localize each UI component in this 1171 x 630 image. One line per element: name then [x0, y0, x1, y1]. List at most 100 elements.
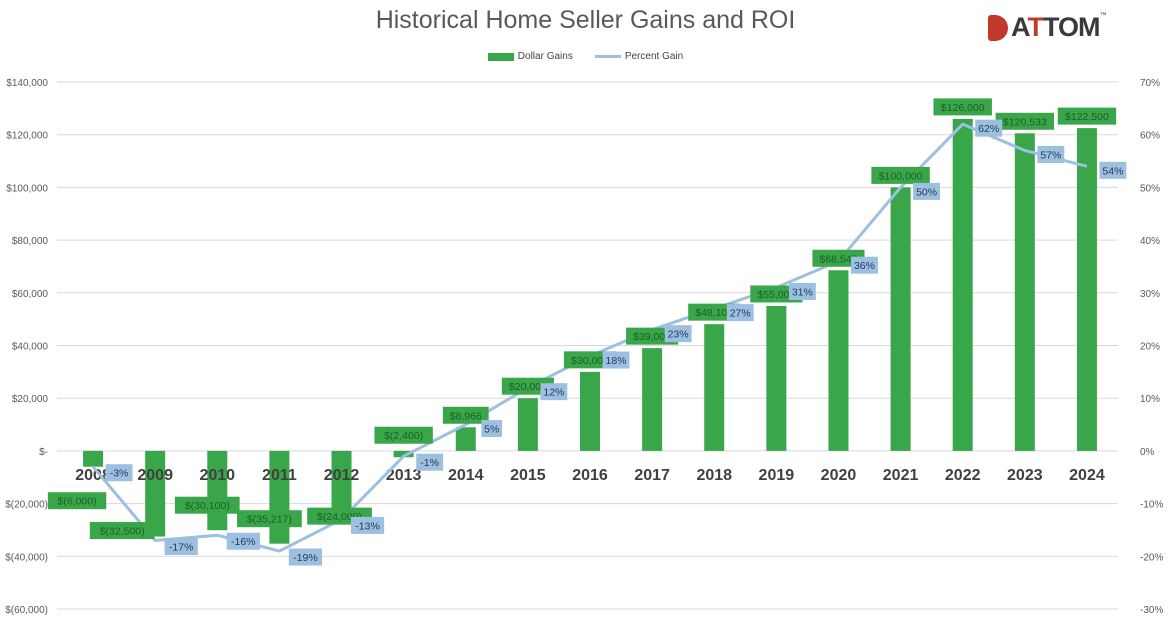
- category-label: 2017: [634, 467, 670, 484]
- percent-data-label: 36%: [854, 260, 875, 272]
- percent-data-label: 50%: [916, 186, 937, 198]
- dollar-data-label: $39,000: [633, 331, 671, 343]
- bar: [642, 348, 663, 451]
- right-tick-label: 50%: [1140, 183, 1160, 194]
- bar: [455, 427, 476, 451]
- percent-data-label: -3%: [110, 468, 129, 480]
- dollar-data-label-box: [237, 510, 302, 528]
- dollar-data-label: $(2,400): [384, 430, 423, 442]
- logo-text: ATTOM: [1011, 12, 1100, 42]
- chart-title: Historical Home Seller Gains and ROI: [375, 6, 796, 34]
- right-tick-label: 10%: [1140, 394, 1160, 405]
- category-label: 2009: [137, 467, 173, 484]
- category-label: 2024: [1069, 467, 1105, 484]
- left-tick-label: $60,000: [12, 289, 49, 300]
- percent-data-label: 57%: [1040, 150, 1061, 162]
- dollar-data-label-box: [995, 112, 1055, 130]
- category-label: 2018: [696, 467, 732, 484]
- attom-logo: ATTOM ™: [988, 12, 1107, 43]
- left-tick-label: $-: [39, 447, 48, 458]
- category-label: 2023: [1007, 467, 1043, 484]
- legend: Dollar Gains Percent Gain: [0, 51, 1171, 62]
- percent-data-label-box: [1099, 161, 1127, 179]
- category-label: 2008: [75, 467, 111, 484]
- right-tick-label: -30%: [1140, 605, 1163, 616]
- percent-data-label: 18%: [605, 355, 626, 367]
- left-tick-label: $140,000: [6, 78, 48, 89]
- percent-data-label-box: [851, 256, 878, 274]
- bar: [145, 450, 166, 537]
- bar: [517, 398, 538, 451]
- percent-data-label-box: [788, 283, 816, 301]
- bar: [331, 450, 352, 515]
- legend-item-percent: Percent Gain: [594, 51, 684, 62]
- percent-data-label-box: [726, 304, 754, 322]
- percent-data-label: 5%: [484, 424, 499, 436]
- category-label: 2021: [883, 467, 919, 484]
- dollar-data-label: $20,000: [509, 381, 547, 393]
- category-label: 2013: [386, 467, 422, 484]
- dollar-data-label: $8,966: [450, 410, 482, 422]
- dollar-data-label: $68,547: [819, 253, 857, 265]
- percent-data-label-box: [350, 516, 385, 534]
- left-tick-label: $(40,000): [5, 552, 48, 563]
- dollar-data-label: $122,500: [1065, 111, 1109, 123]
- right-tick-label: -20%: [1140, 552, 1163, 563]
- category-label: 2010: [199, 467, 235, 484]
- category-label: 2016: [572, 467, 608, 484]
- percent-data-label-box: [664, 325, 692, 343]
- legend-label: Percent Gain: [624, 51, 684, 62]
- legend-label: Dollar Gains: [517, 51, 573, 62]
- percent-data-label: -19%: [293, 552, 318, 564]
- right-tick-label: 0%: [1140, 447, 1155, 458]
- percent-data-label-box: [540, 383, 568, 401]
- right-tick-label: 70%: [1140, 78, 1160, 89]
- category-label: 2020: [821, 467, 857, 484]
- left-tick-label: $20,000: [12, 394, 49, 405]
- right-tick-label: 30%: [1140, 289, 1160, 300]
- percent-data-label: 31%: [792, 287, 813, 299]
- percent-data-label: 27%: [730, 308, 751, 320]
- category-label: 2014: [448, 467, 484, 484]
- logo-mark-icon: [988, 14, 1008, 41]
- dollar-data-label-box: [1057, 107, 1117, 125]
- bar: [393, 450, 414, 458]
- dollar-data-label-box: [442, 406, 489, 424]
- left-tick-label: $120,000: [6, 131, 48, 142]
- bar: [580, 371, 600, 451]
- right-tick-label: 60%: [1140, 131, 1160, 142]
- percent-data-label: -13%: [355, 520, 380, 532]
- dollar-data-label: $48,100: [695, 307, 733, 319]
- bar: [83, 450, 104, 467]
- dollar-data-label: $(24,000): [317, 511, 362, 523]
- bar: [890, 187, 911, 451]
- bar: [952, 118, 973, 451]
- dollar-data-label: $(32,500): [100, 526, 145, 538]
- percent-data-label-box: [416, 453, 444, 471]
- dollar-data-label: $(6,000): [58, 496, 97, 508]
- bar: [766, 305, 787, 451]
- category-label: 2022: [945, 467, 981, 484]
- legend-swatch-bar: [487, 52, 514, 61]
- dollar-data-label: $30,000: [571, 355, 609, 367]
- dollar-data-label-box: [374, 426, 433, 444]
- right-tick-label: -10%: [1140, 500, 1163, 511]
- dollar-data-label: $(30,100): [185, 500, 230, 512]
- percent-data-label: 62%: [978, 123, 999, 135]
- percent-data-label: -16%: [231, 536, 256, 548]
- category-label: 2011: [262, 467, 297, 484]
- dollar-data-label-box: [174, 496, 240, 514]
- dollar-data-label: $55,000: [757, 289, 795, 301]
- legend-item-dollar: Dollar Gains: [487, 51, 573, 62]
- percent-data-label-box: [602, 351, 630, 369]
- percent-data-label: 54%: [1102, 165, 1123, 177]
- bar: [1014, 133, 1035, 451]
- percent-data-label: 12%: [543, 387, 564, 399]
- bar: [207, 450, 228, 531]
- right-tick-label: 40%: [1140, 236, 1160, 247]
- percent-data-label: -1%: [420, 457, 439, 469]
- percent-data-label-box: [975, 119, 1003, 137]
- dollar-data-label-box: [47, 492, 107, 510]
- percent-data-label: -17%: [169, 541, 194, 553]
